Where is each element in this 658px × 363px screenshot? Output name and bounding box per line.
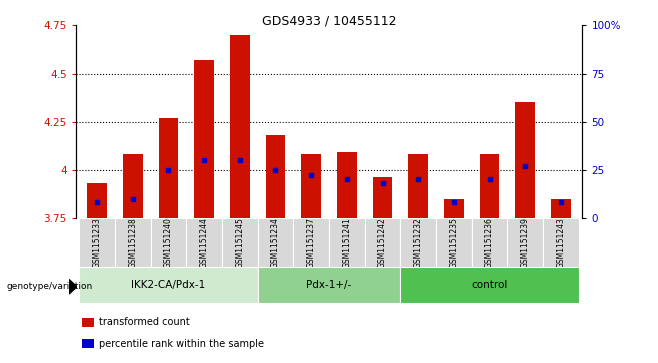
Text: GSM1151240: GSM1151240 (164, 217, 173, 268)
Bar (123, 154, 143, 218)
Bar (409, 154, 428, 218)
Text: GSM1151242: GSM1151242 (378, 217, 387, 268)
Bar (230, 35, 249, 218)
Text: percentile rank within the sample: percentile rank within the sample (99, 339, 264, 349)
Bar (444, 199, 464, 218)
Text: GSM1151239: GSM1151239 (520, 217, 530, 268)
Text: genotype/variation: genotype/variation (7, 282, 93, 291)
Text: GSM1151237: GSM1151237 (307, 217, 316, 268)
Text: GSM1151236: GSM1151236 (485, 217, 494, 268)
Bar (82, 339, 94, 348)
Bar (365, 218, 400, 267)
Text: GDS4933 / 10455112: GDS4933 / 10455112 (262, 15, 396, 28)
Text: GSM1151241: GSM1151241 (342, 217, 351, 268)
Bar (337, 152, 357, 218)
Text: GSM1151243: GSM1151243 (557, 217, 565, 268)
Bar (480, 154, 499, 218)
Text: IKK2-CA/Pdx-1: IKK2-CA/Pdx-1 (132, 280, 205, 290)
Text: GSM1151244: GSM1151244 (199, 217, 209, 268)
Bar (543, 218, 579, 267)
Text: Pdx-1+/-: Pdx-1+/- (307, 280, 351, 290)
Bar (186, 218, 222, 267)
Bar (222, 218, 258, 267)
Bar (293, 218, 329, 267)
Text: control: control (471, 280, 508, 290)
Text: GSM1151233: GSM1151233 (93, 217, 101, 268)
Text: transformed count: transformed count (99, 317, 190, 327)
Text: GSM1151234: GSM1151234 (271, 217, 280, 268)
Bar (507, 218, 543, 267)
Bar (258, 218, 293, 267)
Bar (115, 218, 151, 267)
Bar (194, 60, 214, 218)
Polygon shape (69, 280, 77, 294)
Text: GSM1151235: GSM1151235 (449, 217, 459, 268)
Text: GSM1151232: GSM1151232 (414, 217, 422, 268)
Bar (301, 154, 321, 218)
Bar (88, 183, 107, 218)
Bar (258, 267, 400, 303)
Bar (436, 218, 472, 267)
Bar (400, 218, 436, 267)
Bar (151, 218, 186, 267)
Bar (79, 267, 258, 303)
Bar (551, 199, 570, 218)
Bar (159, 118, 178, 218)
Text: GSM1151238: GSM1151238 (128, 217, 138, 268)
Bar (79, 218, 115, 267)
Bar (472, 218, 507, 267)
Bar (372, 178, 392, 218)
Text: GSM1151245: GSM1151245 (236, 217, 244, 268)
Bar (400, 267, 579, 303)
Bar (329, 218, 365, 267)
Bar (82, 318, 94, 327)
Bar (266, 135, 286, 218)
Bar (515, 102, 535, 218)
